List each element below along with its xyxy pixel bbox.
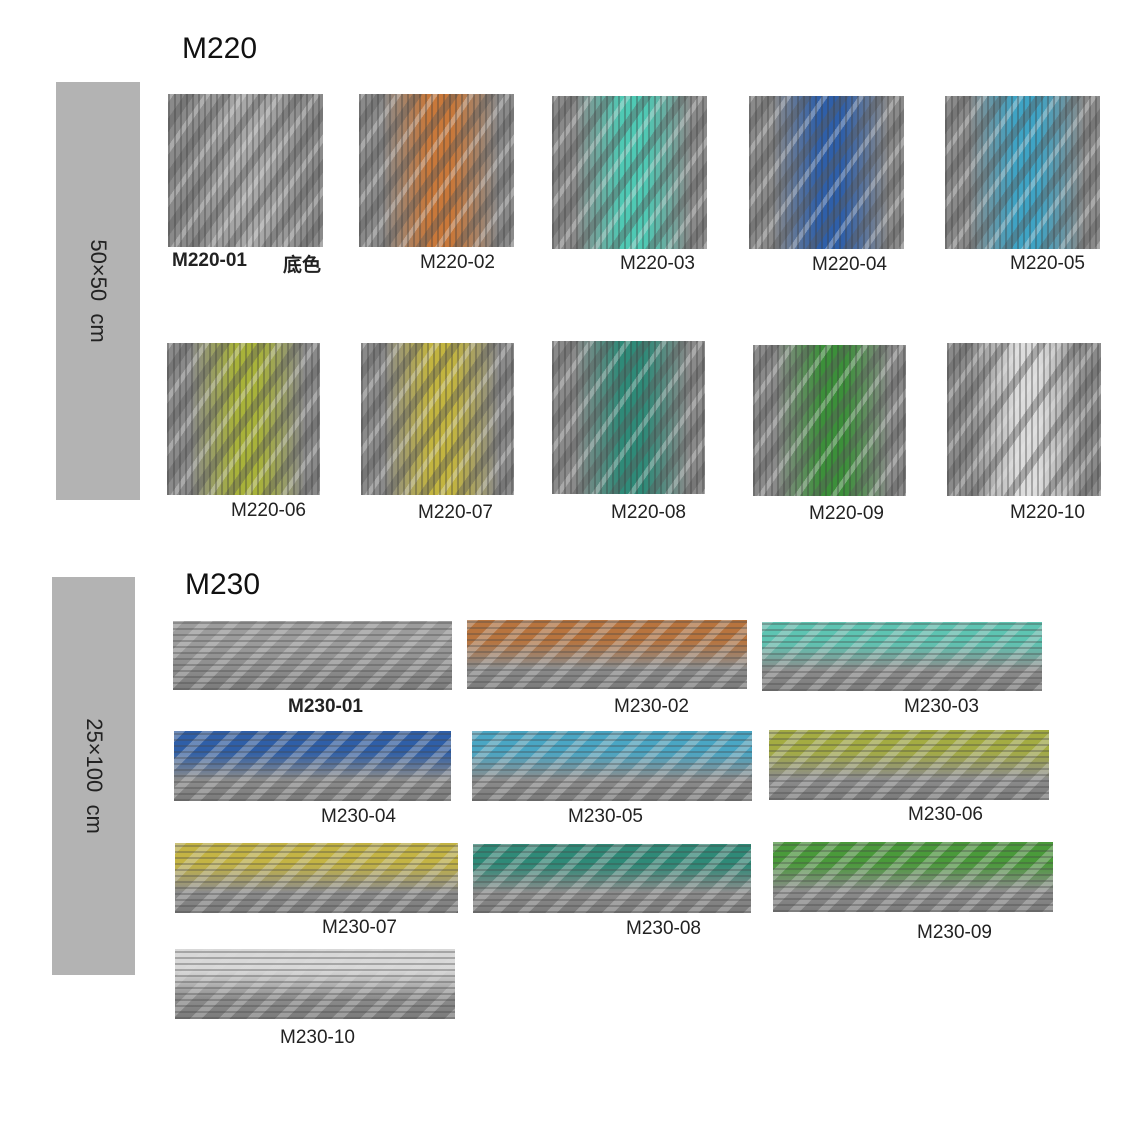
size-bar: 50×50 cm — [56, 82, 140, 500]
section-title: M230 — [185, 568, 261, 601]
item-code: M230-01 — [288, 696, 363, 717]
size-label: 25×100 cm — [81, 718, 107, 834]
item-code: M230-06 — [908, 804, 983, 825]
item-code: M230-02 — [614, 696, 689, 717]
tile[interactable] — [753, 345, 906, 496]
size-bar: 25×100 cm — [52, 577, 135, 975]
item-code: M220-04 — [812, 254, 887, 275]
item-code: M220-10 — [1010, 502, 1085, 523]
tile[interactable] — [552, 341, 705, 494]
tile[interactable] — [175, 949, 455, 1019]
tile[interactable] — [359, 94, 514, 247]
item-code: M230-03 — [904, 696, 979, 717]
item-code: M230-08 — [626, 918, 701, 939]
item-code: M230-05 — [568, 806, 643, 827]
tile[interactable] — [467, 620, 747, 689]
tile[interactable] — [174, 731, 451, 801]
tile[interactable] — [173, 621, 452, 690]
tile[interactable] — [472, 731, 752, 801]
size-label: 50×50 cm — [86, 239, 111, 343]
item-code: M220-09 — [809, 503, 884, 524]
tile[interactable] — [945, 96, 1100, 249]
tile[interactable] — [773, 842, 1053, 912]
item-code: M230-04 — [321, 806, 396, 827]
tile[interactable] — [175, 843, 458, 913]
tile[interactable] — [473, 844, 751, 913]
item-code: M220-05 — [1010, 253, 1085, 274]
item-code: M220-07 — [418, 502, 493, 523]
item-code: M220-08 — [611, 502, 686, 523]
item-code: M220-03 — [620, 253, 695, 274]
tile[interactable] — [749, 96, 904, 249]
tile[interactable] — [769, 730, 1049, 800]
item-code: M230-09 — [917, 922, 992, 943]
item-code: M230-10 — [280, 1027, 355, 1048]
tile[interactable] — [167, 343, 320, 495]
tile[interactable] — [361, 343, 514, 495]
tile[interactable] — [762, 622, 1042, 691]
item-note: 底色 — [283, 255, 322, 276]
item-code: M220-01 — [172, 250, 247, 271]
tile[interactable] — [552, 96, 707, 249]
item-code: M220-06 — [231, 500, 306, 521]
section-title: M220 — [182, 32, 258, 65]
tile[interactable] — [168, 94, 323, 247]
tile[interactable] — [947, 343, 1101, 496]
item-code: M220-02 — [420, 252, 495, 273]
item-code: M230-07 — [322, 917, 397, 938]
